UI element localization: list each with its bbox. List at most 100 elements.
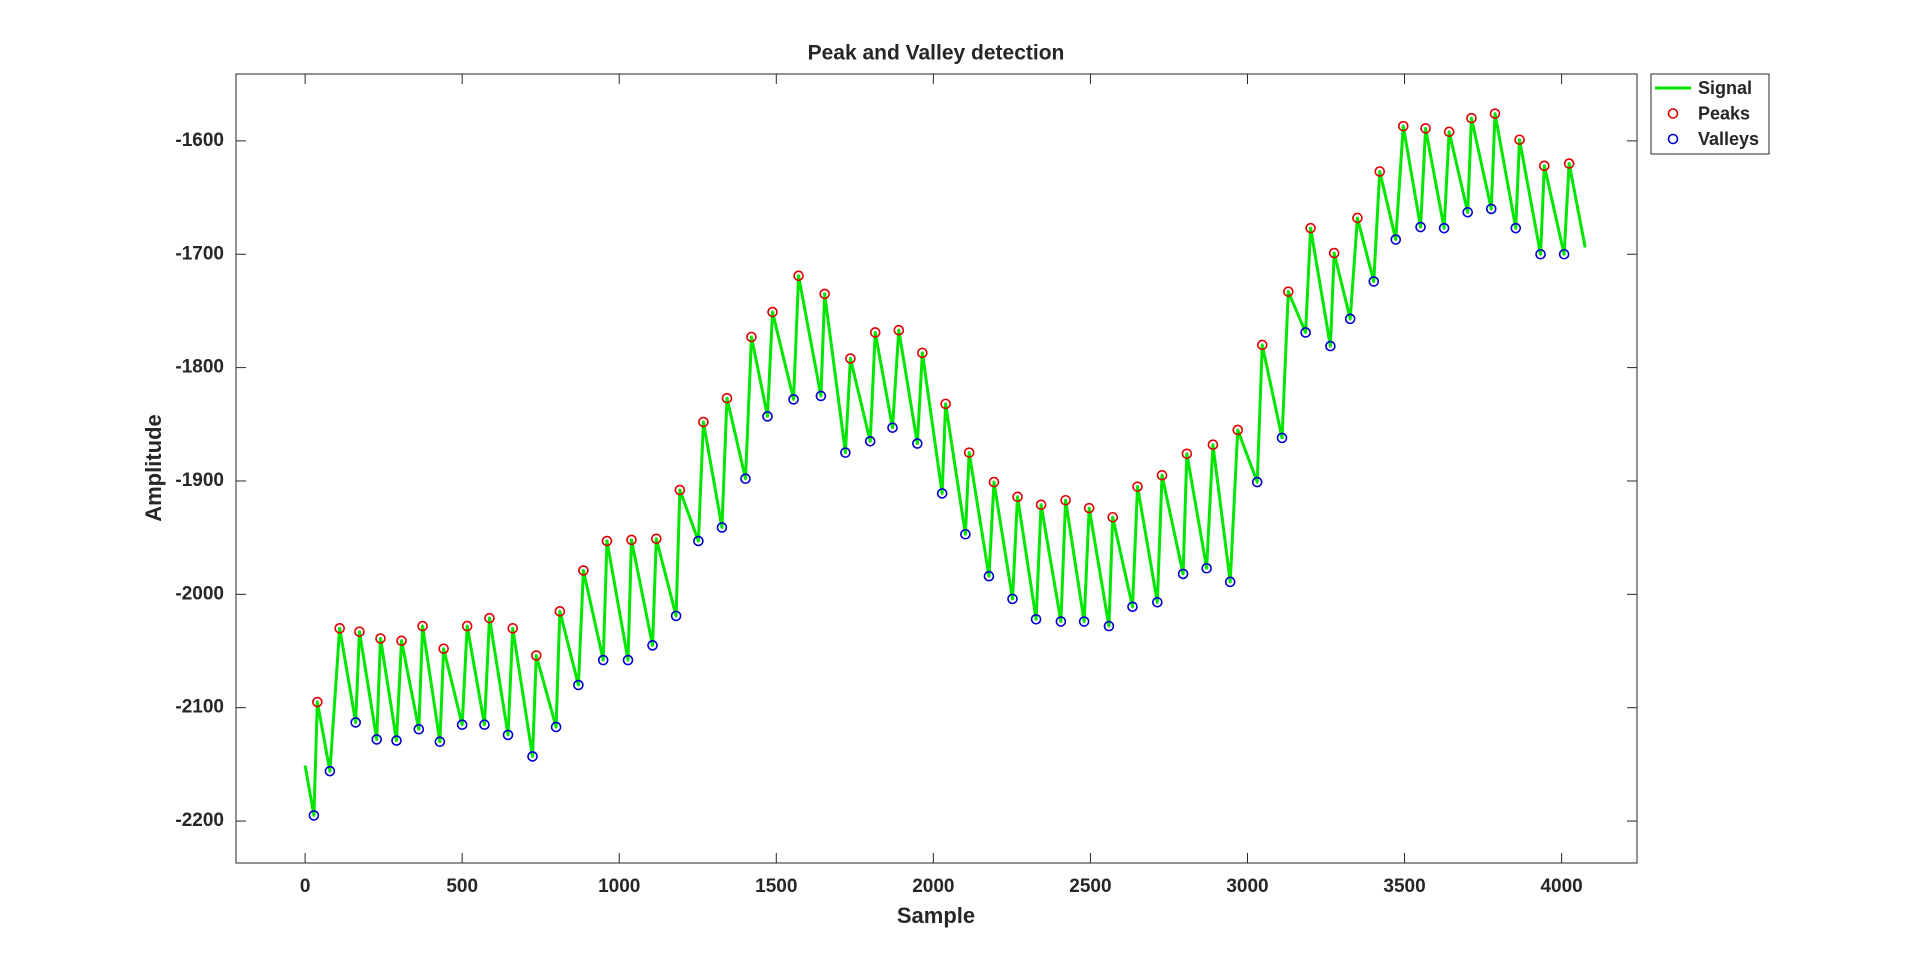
- peaks-marker: [626, 534, 637, 546]
- y-axis-label: Amplitude: [141, 414, 166, 522]
- valleys-marker: [1558, 248, 1570, 260]
- valleys-marker: [936, 488, 948, 499]
- valleys-marker: [597, 654, 609, 666]
- peaks-marker: [767, 306, 778, 318]
- peaks-marker: [1283, 286, 1294, 297]
- peaks-marker: [1207, 439, 1219, 450]
- valleys-marker: [413, 723, 425, 735]
- peaks-marker: [1539, 160, 1550, 172]
- legend-swatch: [1667, 133, 1679, 145]
- signal-line: [303, 112, 1587, 817]
- peaks-marker: [1181, 448, 1193, 460]
- valleys-marker: [693, 535, 704, 547]
- valleys-marker: [1152, 596, 1163, 608]
- peaks-marker: [746, 331, 757, 343]
- peaks-marker: [461, 620, 473, 632]
- peaks-marker: [1397, 120, 1409, 132]
- valleys-marker: [1276, 432, 1288, 444]
- valleys-marker: [887, 422, 898, 433]
- peaks-marker: [334, 623, 345, 634]
- valleys-marker: [350, 717, 361, 728]
- peaks-marker: [1489, 108, 1501, 119]
- valleys-marker: [1462, 207, 1473, 218]
- valleys-marker: [502, 729, 514, 741]
- valleys-marker: [912, 438, 923, 449]
- valleys-marker: [622, 654, 634, 666]
- peaks-marker: [1420, 123, 1431, 134]
- peaks-marker: [375, 633, 386, 644]
- peaks-marker: [845, 353, 856, 364]
- valleys-marker: [1485, 203, 1497, 215]
- peaks-marker: [1132, 481, 1143, 492]
- valleys-marker: [371, 734, 383, 745]
- y-tick-label: -1600: [175, 130, 224, 151]
- valleys-marker: [1177, 568, 1189, 580]
- valleys-marker: [456, 719, 468, 730]
- peaks-marker: [793, 270, 804, 282]
- valleys-marker: [1535, 248, 1546, 260]
- valleys-marker: [1078, 616, 1090, 627]
- peaks-marker: [484, 612, 495, 624]
- peaks-marker: [674, 484, 686, 496]
- x-tick-label: 3500: [1383, 876, 1425, 897]
- valleys-marker: [670, 610, 682, 622]
- valleys-marker: [788, 394, 799, 405]
- peaks-marker: [869, 327, 881, 338]
- peaks-marker: [963, 447, 975, 458]
- valleys-marker: [716, 522, 728, 533]
- peaks-marker: [1514, 134, 1525, 146]
- valleys-marker: [324, 765, 336, 777]
- valleys-marker: [1415, 221, 1426, 233]
- valleys-marker: [1201, 562, 1212, 574]
- peaks-marker: [893, 324, 905, 336]
- x-tick-label: 500: [446, 876, 478, 897]
- valleys-marker: [815, 390, 827, 402]
- peaks-marker: [1443, 126, 1455, 138]
- valleys-marker: [1055, 616, 1067, 627]
- valleys-marker: [573, 679, 584, 691]
- valleys-marker: [1007, 593, 1018, 605]
- valleys-marker: [1438, 222, 1450, 234]
- peaks-marker: [1305, 222, 1316, 234]
- valleys-marker: [1390, 234, 1402, 245]
- y-tick-label: -1900: [175, 470, 224, 491]
- valleys-marker: [1251, 476, 1263, 488]
- x-tick-label: 1000: [598, 876, 640, 897]
- peaks-marker: [940, 398, 951, 410]
- peaks-marker: [721, 392, 733, 404]
- peaks-marker: [1374, 166, 1386, 177]
- y-tick-label: -1800: [175, 357, 224, 378]
- peaks-marker: [507, 623, 519, 634]
- valleys-marker: [840, 447, 851, 458]
- peaks-marker: [1352, 212, 1363, 224]
- legend-label: Valleys: [1698, 129, 1759, 149]
- peaks-marker: [917, 347, 928, 359]
- peaks-marker: [1107, 511, 1119, 523]
- legend-label: Peaks: [1698, 103, 1750, 123]
- peaks-marker: [1060, 494, 1071, 506]
- peaks-marker: [438, 643, 449, 655]
- peaks-marker: [417, 620, 428, 632]
- chart-title: Peak and Valley detection: [808, 42, 1065, 65]
- x-tick-label: 2500: [1069, 876, 1111, 897]
- peaks-marker: [698, 416, 709, 428]
- peaks-marker: [601, 535, 613, 547]
- valleys-marker: [983, 570, 995, 582]
- x-tick-label: 3000: [1226, 876, 1268, 897]
- valleys-marker: [1368, 276, 1380, 287]
- valleys-marker: [1300, 327, 1311, 338]
- valleys-marker: [1127, 601, 1138, 613]
- peaks-marker: [650, 533, 662, 545]
- y-tick-label: -2200: [175, 810, 224, 831]
- valleys-marker: [1103, 620, 1115, 632]
- peaks-marker: [819, 288, 830, 300]
- peaks-marker: [988, 476, 1000, 488]
- legend-label: Signal: [1698, 78, 1752, 98]
- peaks-marker: [1256, 339, 1268, 351]
- valleys-marker: [550, 721, 562, 733]
- valleys-marker: [308, 810, 320, 821]
- peaks-marker: [531, 650, 542, 661]
- peaks-marker: [1083, 502, 1095, 514]
- peaks-marker: [354, 626, 365, 638]
